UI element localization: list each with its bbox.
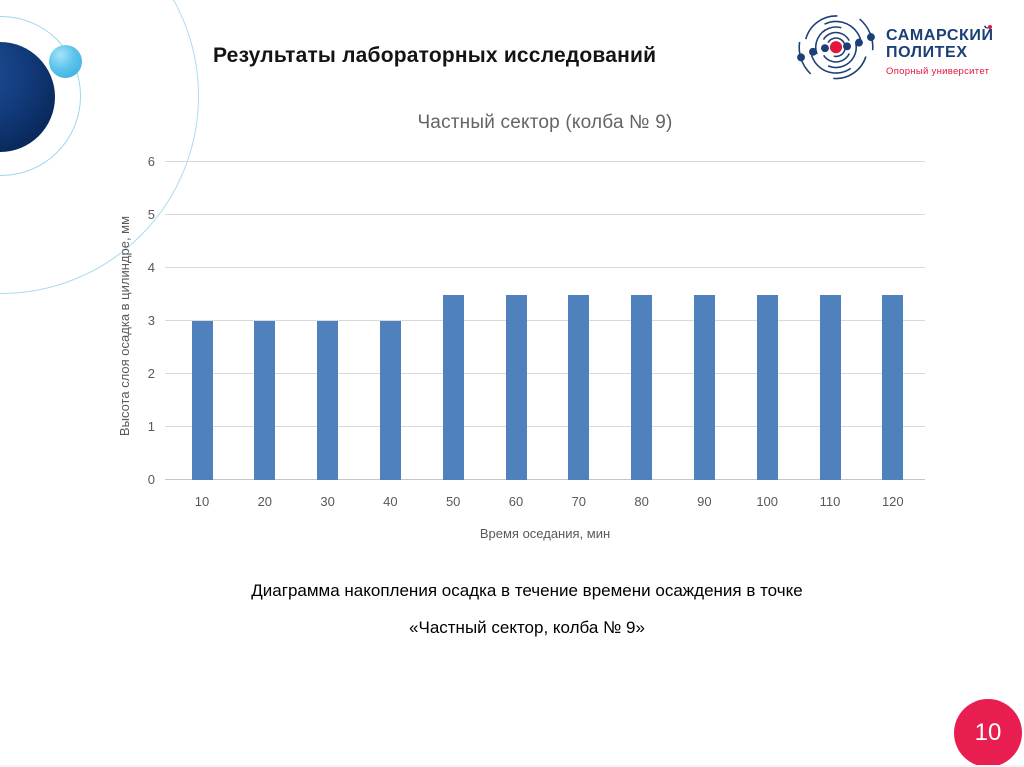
logo-center-dot [829, 41, 843, 54]
caption-line2: «Частный сектор, колба № 9» [409, 618, 645, 637]
y-tick-label-4: 4 [147, 260, 155, 275]
gridline-y-6 [165, 161, 925, 162]
gridline-y-2 [165, 373, 925, 374]
gridline-y-1 [165, 426, 925, 427]
gridline-y-4 [165, 267, 925, 268]
university-logo: САМАРСКИЙ ПОЛИТЕХ Опорный университет [790, 4, 994, 96]
bar-100 [756, 294, 778, 480]
x-axis-title: Время оседания, мин [479, 526, 611, 541]
y-tick-label-5: 5 [147, 207, 155, 222]
gridline-y-5 [165, 214, 925, 215]
x-tick-label-70: 70 [571, 494, 587, 509]
x-tick-label-90: 90 [697, 494, 712, 509]
gridline-y-3 [165, 320, 925, 321]
x-tick-label-80: 80 [634, 494, 649, 509]
bar-30 [317, 321, 339, 480]
bar-20 [254, 321, 276, 480]
chart-title: Частный сектор (колба № 9) [417, 112, 673, 133]
logo-name-line1: САМАРСКИЙ [886, 25, 994, 44]
logo-subtitle: Опорный университет [886, 65, 990, 77]
x-tick-label-40: 40 [383, 494, 398, 509]
caption-line1: Диаграмма накопления осадка в течение вр… [251, 581, 803, 600]
caption: Диаграмма накопления осадка в течение вр… [15, 572, 1024, 646]
y-tick-label-1: 1 [147, 419, 155, 434]
bar-70 [568, 294, 590, 480]
bar-120 [882, 294, 904, 480]
plot-area [165, 161, 925, 480]
x-tick-label-110: 110 [819, 494, 841, 509]
bar-40 [379, 321, 401, 480]
x-tick-label-30: 30 [320, 494, 335, 509]
bar-50 [442, 294, 464, 480]
logo-text: САМАРСКИЙ ПОЛИТЕХ Опорный университет [886, 25, 994, 77]
x-tick-label-50: 50 [445, 494, 461, 509]
bar-80 [631, 294, 653, 480]
slide-bottom-edge [0, 765, 1024, 767]
page-number-badge: 10 [954, 699, 1022, 767]
x-tick-label-120: 120 [881, 494, 904, 509]
logo-name-line2: ПОЛИТЕХ [886, 43, 968, 61]
logo-waves-icon [797, 9, 875, 85]
decor-cyan-sphere [49, 45, 82, 78]
bar-10 [191, 321, 213, 480]
gridline-y-0 [165, 479, 925, 480]
x-tick-label-100: 100 [756, 494, 779, 509]
y-tick-label-3: 3 [147, 313, 155, 328]
bar-90 [693, 294, 715, 480]
slide-title: Результаты лабораторных исследований [213, 44, 657, 67]
logo-accent-dot [987, 25, 992, 29]
y-tick-label-6: 6 [147, 154, 155, 169]
bar-60 [505, 294, 527, 480]
x-tick-label-10: 10 [194, 494, 210, 509]
y-tick-label-0: 0 [147, 472, 155, 487]
y-tick-label-2: 2 [147, 366, 155, 381]
x-tick-label-60: 60 [508, 494, 524, 509]
bar-110 [819, 294, 841, 480]
x-tick-label-20: 20 [257, 494, 273, 509]
